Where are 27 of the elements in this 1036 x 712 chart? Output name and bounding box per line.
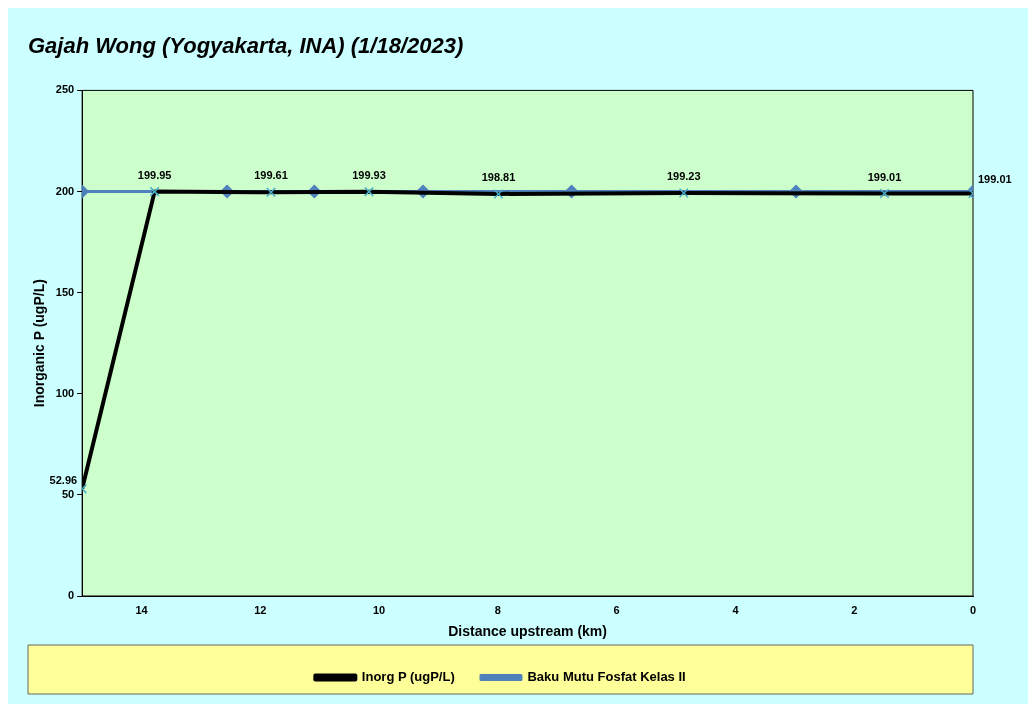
y-tick-label: 100 bbox=[55, 386, 75, 399]
data-label: 199.61 bbox=[254, 169, 288, 182]
data-label: 198.81 bbox=[481, 170, 516, 183]
data-label: 52.96 bbox=[49, 473, 78, 486]
x-tick-label: 0 bbox=[969, 603, 977, 616]
x-tick-label: 2 bbox=[851, 603, 858, 616]
legend-label: Baku Mutu Fosfat Kelas II bbox=[527, 669, 686, 685]
x-tick-label: 4 bbox=[732, 603, 740, 616]
x-axis-title: Distance upstream (km) bbox=[448, 623, 607, 640]
x-tick-label: 8 bbox=[494, 603, 501, 616]
y-tick-label: 50 bbox=[61, 487, 75, 500]
x-tick-label: 12 bbox=[254, 603, 267, 616]
data-label: 199.93 bbox=[352, 168, 386, 181]
data-label: 199.95 bbox=[137, 168, 172, 181]
x-tick-label: 6 bbox=[613, 603, 620, 616]
y-tick-label: 250 bbox=[55, 83, 75, 96]
y-tick-label: 0 bbox=[68, 589, 75, 602]
legend-label: Inorg P (ugP/L) bbox=[361, 669, 455, 685]
data-label: 199.23 bbox=[666, 170, 701, 183]
y-tick-label: 200 bbox=[55, 184, 75, 197]
chart-title: Gajah Wong (Yogyakarta, INA) (1/18/2023) bbox=[28, 33, 464, 59]
y-axis-title: Inorganic P (ugP/L) bbox=[31, 279, 48, 408]
data-label: 199.01 bbox=[978, 172, 1012, 185]
x-tick-label: 10 bbox=[372, 603, 386, 616]
y-tick-label: 150 bbox=[55, 285, 75, 298]
data-label: 199.01 bbox=[867, 170, 902, 183]
x-tick-label: 14 bbox=[135, 603, 149, 616]
